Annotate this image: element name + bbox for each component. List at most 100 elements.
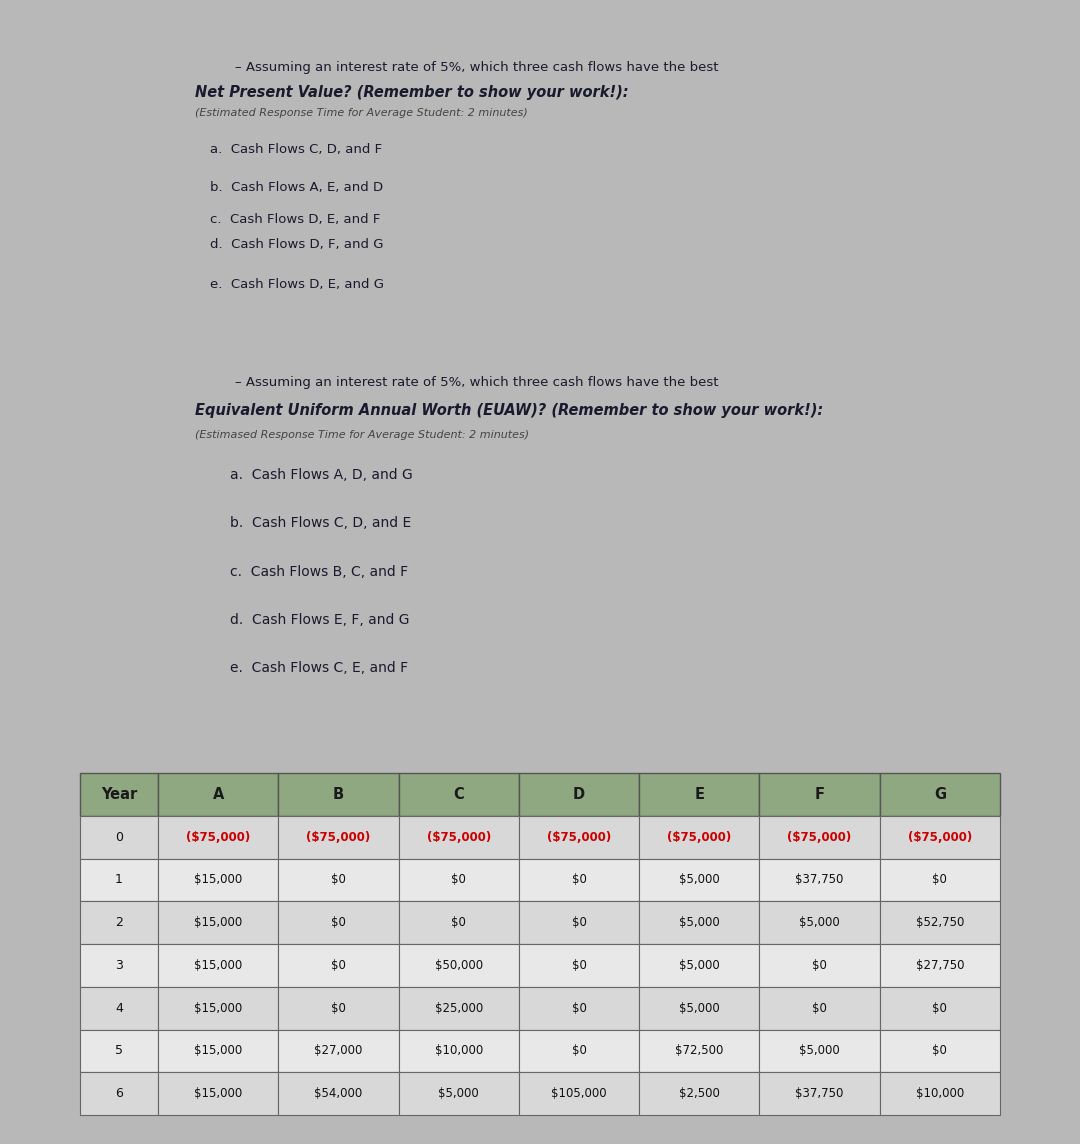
Bar [399, 901, 519, 944]
Bar [80, 773, 158, 816]
Bar [639, 858, 759, 901]
Text: $15,000: $15,000 [194, 1087, 242, 1101]
Bar [399, 1072, 519, 1115]
Bar [759, 773, 880, 816]
Text: $10,000: $10,000 [916, 1087, 964, 1101]
Text: Net Present Value? (Remember to show your work!):: Net Present Value? (Remember to show you… [195, 85, 629, 100]
Text: c.  Cash Flows D, E, and F: c. Cash Flows D, E, and F [210, 213, 380, 227]
Text: $0: $0 [812, 1002, 827, 1015]
Bar [639, 901, 759, 944]
Bar [880, 987, 1000, 1030]
Bar [158, 944, 279, 987]
Text: $15,000: $15,000 [194, 1002, 242, 1015]
Text: – Assuming an interest rate of 5%, which three cash flows have the best: – Assuming an interest rate of 5%, which… [235, 376, 718, 389]
Bar [759, 816, 880, 858]
Bar [158, 773, 279, 816]
Bar [880, 1030, 1000, 1072]
Text: D: D [573, 787, 585, 802]
Text: ($75,000): ($75,000) [787, 831, 852, 843]
Text: $72,500: $72,500 [675, 1044, 724, 1057]
Text: 2: 2 [116, 916, 123, 929]
Bar [399, 944, 519, 987]
Text: d.  Cash Flows E, F, and G: d. Cash Flows E, F, and G [230, 613, 409, 627]
Bar [80, 816, 158, 858]
Bar [519, 1030, 639, 1072]
Text: $0: $0 [812, 959, 827, 972]
Bar [759, 987, 880, 1030]
Text: $5,000: $5,000 [679, 1002, 719, 1015]
Bar [639, 987, 759, 1030]
Text: ($75,000): ($75,000) [427, 831, 491, 843]
Bar [158, 1072, 279, 1115]
Text: A: A [213, 787, 224, 802]
Text: $5,000: $5,000 [679, 916, 719, 929]
Bar [399, 773, 519, 816]
Text: $27,750: $27,750 [916, 959, 964, 972]
Text: (Estimased Response Time for Average Student: 2 minutes): (Estimased Response Time for Average Stu… [195, 430, 529, 440]
Bar [80, 901, 158, 944]
Bar [158, 987, 279, 1030]
Text: Equivalent Uniform Annual Worth (EUAW)? (Remember to show your work!):: Equivalent Uniform Annual Worth (EUAW)? … [195, 403, 823, 418]
Bar [639, 1030, 759, 1072]
Bar [880, 944, 1000, 987]
Bar [279, 773, 399, 816]
Bar [639, 1072, 759, 1115]
Bar [880, 816, 1000, 858]
Text: 3: 3 [116, 959, 123, 972]
Bar [519, 773, 639, 816]
Text: $0: $0 [571, 959, 586, 972]
Bar [158, 858, 279, 901]
Bar [519, 944, 639, 987]
Text: 0: 0 [116, 831, 123, 843]
Text: $5,000: $5,000 [438, 1087, 480, 1101]
Bar [880, 901, 1000, 944]
Text: $0: $0 [571, 1002, 586, 1015]
Text: C: C [454, 787, 464, 802]
Text: e.  Cash Flows C, E, and F: e. Cash Flows C, E, and F [230, 661, 408, 675]
Text: $0: $0 [932, 873, 947, 887]
Text: $0: $0 [332, 959, 346, 972]
Bar [519, 987, 639, 1030]
Text: c.  Cash Flows B, C, and F: c. Cash Flows B, C, and F [230, 565, 408, 579]
Bar [279, 1030, 399, 1072]
Text: $27,000: $27,000 [314, 1044, 363, 1057]
Bar [158, 816, 279, 858]
Text: G: G [934, 787, 946, 802]
Text: $50,000: $50,000 [435, 959, 483, 972]
Bar [880, 1072, 1000, 1115]
Text: $15,000: $15,000 [194, 916, 242, 929]
Text: Year: Year [100, 787, 137, 802]
Text: $5,000: $5,000 [679, 959, 719, 972]
Bar [519, 1072, 639, 1115]
Text: $0: $0 [571, 1044, 586, 1057]
Bar [880, 773, 1000, 816]
Bar [639, 816, 759, 858]
Bar [279, 944, 399, 987]
Text: b.  Cash Flows C, D, and E: b. Cash Flows C, D, and E [230, 516, 411, 530]
Bar [399, 816, 519, 858]
Text: ($75,000): ($75,000) [908, 831, 972, 843]
Text: 6: 6 [116, 1087, 123, 1101]
Text: $2,500: $2,500 [679, 1087, 719, 1101]
Bar [279, 987, 399, 1030]
Text: 4: 4 [116, 1002, 123, 1015]
Bar [759, 944, 880, 987]
Text: $0: $0 [571, 873, 586, 887]
Text: F: F [814, 787, 825, 802]
Text: E: E [694, 787, 704, 802]
Text: $10,000: $10,000 [435, 1044, 483, 1057]
Text: ($75,000): ($75,000) [667, 831, 731, 843]
Bar [80, 944, 158, 987]
Bar [80, 1030, 158, 1072]
Text: $15,000: $15,000 [194, 1044, 242, 1057]
Bar [399, 858, 519, 901]
Text: (Estimated Response Time for Average Student: 2 minutes): (Estimated Response Time for Average Stu… [195, 108, 528, 118]
Text: $37,750: $37,750 [796, 873, 843, 887]
Bar [759, 1072, 880, 1115]
Text: b.  Cash Flows A, E, and D: b. Cash Flows A, E, and D [210, 181, 383, 194]
Bar [880, 858, 1000, 901]
Text: a.  Cash Flows A, D, and G: a. Cash Flows A, D, and G [230, 468, 413, 482]
Text: ($75,000): ($75,000) [307, 831, 370, 843]
Bar [759, 901, 880, 944]
Bar [279, 816, 399, 858]
